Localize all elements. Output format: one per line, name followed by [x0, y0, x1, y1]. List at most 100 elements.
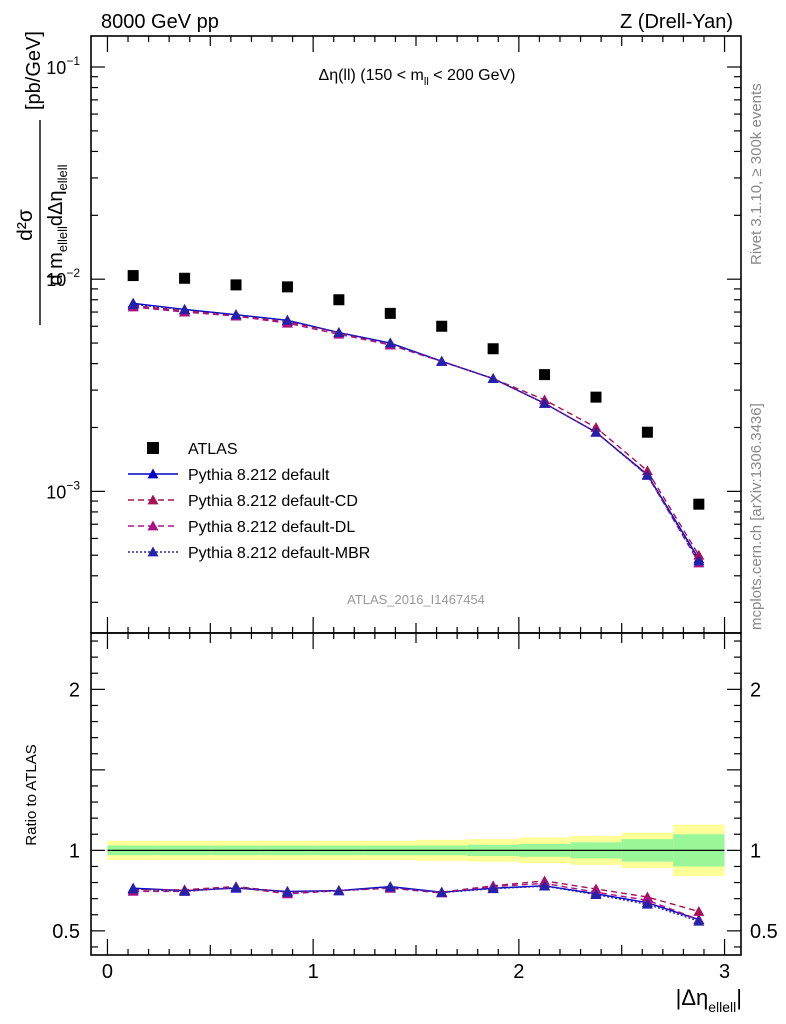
main-panel: 10−310−210−1 Δη(ll) (150 < mll < 200 GeV…: [14, 31, 742, 634]
x-tick-label: 1: [308, 961, 319, 983]
ratio-ticks: 0.5 0.5 1 1 2 2 0 1 2 3: [52, 633, 778, 983]
ratio-y-tick-label-right: 2: [750, 679, 761, 701]
ratio-point-default_mbr: [384, 881, 396, 892]
series-default_mbr: [127, 298, 705, 566]
xlabel-sub: ellell: [708, 999, 736, 1015]
ratio-point-default_mbr: [179, 885, 191, 896]
legend-label-default_cd: Pythia 8.212 default-CD: [188, 493, 358, 510]
ratio-panel: 0.5 0.5 1 1 2 2 0 1 2 3 Ratio to ATLAS |Δηellell|: [23, 632, 778, 1015]
header-right-title: Z (Drell-Yan): [620, 11, 733, 33]
main-ylabel: d²σ d mellelldΔηellell [pb/GeV]: [14, 31, 70, 325]
ylabel-numerator: d²σ: [14, 209, 37, 241]
x-tick-label: 2: [513, 961, 524, 983]
ratio-series-default_mbr: [127, 880, 705, 926]
mc-point-default_mbr: [281, 314, 293, 325]
mc-point-default_mbr: [641, 469, 653, 480]
mc-point-default_mbr: [384, 337, 396, 348]
atlas-point: [127, 270, 139, 282]
ratio-point-default_mbr: [127, 883, 139, 894]
ratio-point-default_mbr: [641, 898, 653, 909]
mc-point-default_mbr: [333, 327, 345, 338]
atlas-point: [590, 391, 602, 403]
ratio-ylabel: Ratio to ATLAS: [23, 744, 40, 845]
ratio-series-default_dl: [127, 877, 705, 924]
xlabel-b: |: [736, 985, 742, 1010]
ylabel-unit: [pb/GeV]: [23, 31, 45, 110]
ratio-data-layer: [107, 824, 725, 926]
mc-point-default_mbr: [436, 355, 448, 366]
xlabel-a: |Δη: [676, 985, 709, 1010]
ratio-y-tick-label-right: 0.5: [750, 921, 778, 943]
atlas-point: [333, 294, 345, 306]
legend-marker-default_mbr: [147, 546, 159, 557]
mc-point-default_mbr: [179, 303, 191, 314]
ylabel-denominator: d mellelldΔηellell: [45, 164, 70, 285]
atlas-point: [641, 426, 653, 438]
y-tick-label: 10−3: [46, 478, 80, 502]
series-line-default_cd: [133, 304, 700, 556]
y-tick-label: 10−2: [46, 266, 80, 290]
ratio-point-default_mbr: [487, 883, 499, 894]
atlas-point: [487, 343, 499, 355]
ratio-y-tick-label-left: 2: [69, 679, 80, 701]
legend-marker-atlas: [147, 442, 159, 454]
legend: ATLAS Pythia 8.212 default Pythia 8.212 de…: [128, 441, 370, 562]
x-tick-label: 0: [102, 961, 113, 983]
atlas-point: [384, 307, 396, 319]
atlas-point: [179, 272, 191, 284]
x-tick-label: 3: [719, 961, 730, 983]
ratio-y-tick-label-left: 0.5: [52, 921, 80, 943]
main-title-sub: ll: [424, 76, 429, 88]
ratio-series-default_cd: [127, 875, 705, 916]
ratio-point-default_cd: [693, 906, 705, 916]
ylabel-den-a: d m: [45, 252, 67, 285]
atlas-point: [539, 369, 551, 381]
atlas-point: [281, 281, 293, 293]
mc-point-default_mbr: [487, 373, 499, 383]
series-line-default_mbr: [133, 303, 700, 562]
ratio-y-tick-label-left: 1: [69, 840, 80, 862]
atlas-point: [436, 320, 448, 332]
legend-label-default: Pythia 8.212 default: [188, 467, 330, 484]
y-tick-label-base: 10: [46, 58, 66, 78]
mc-point-default_mbr: [590, 426, 602, 437]
legend-label-default_dl: Pythia 8.212 default-DL: [188, 519, 355, 536]
ylabel-den-b: dΔη: [45, 191, 67, 227]
mc-point-default_mbr: [539, 397, 551, 408]
legend-label-atlas: ATLAS: [188, 441, 238, 458]
mc-point-default_mbr: [230, 309, 242, 320]
ylabel-den-sub2: ellell: [55, 164, 70, 190]
ratio-point-default_mbr: [693, 915, 705, 926]
y-tick-label-exp: −2: [66, 266, 80, 280]
ylabel-den-sub1: ellell: [55, 226, 70, 252]
ratio-y-tick-label-right: 1: [750, 840, 761, 862]
ratio-point-default_mbr: [333, 885, 345, 896]
main-frame: [90, 35, 742, 634]
y-tick-label-base: 10: [46, 482, 66, 502]
y-tick-label-base: 10: [46, 270, 66, 290]
main-data-layer: [127, 270, 705, 568]
y-tick-label-exp: −3: [66, 478, 80, 492]
ratio-point-default_mbr: [539, 880, 551, 891]
x-axis-label: |Δηellell|: [676, 985, 742, 1015]
main-title-part-a: Δη(ll) (150 < m: [319, 67, 424, 84]
legend-marker-default_dl: [147, 520, 159, 531]
legend-marker-default: [147, 468, 159, 479]
ratio-point-default_mbr: [436, 887, 448, 897]
atlas-point: [230, 279, 242, 291]
legend-marker-default_cd: [147, 494, 159, 505]
ratio-point-default_mbr: [590, 889, 602, 900]
mc-point-default_cd: [693, 549, 705, 560]
y-tick-label-exp: −1: [66, 54, 80, 68]
rivet-version-label: Rivet 3.1.10, ≥ 300k events: [748, 83, 765, 265]
ratio-point-default_mbr: [230, 881, 242, 892]
ratio-series-default: [127, 880, 705, 924]
mc-point-default_mbr: [127, 298, 139, 309]
ratio-line-default_mbr: [133, 885, 700, 922]
main-ticks: 10−310−210−1: [46, 36, 741, 633]
atlas-point: [693, 498, 705, 510]
ratio-line-default_dl: [133, 882, 700, 921]
legend-label-default_mbr: Pythia 8.212 default-MBR: [188, 545, 370, 562]
analysis-label: ATLAS_2016_I1467454: [347, 592, 485, 607]
